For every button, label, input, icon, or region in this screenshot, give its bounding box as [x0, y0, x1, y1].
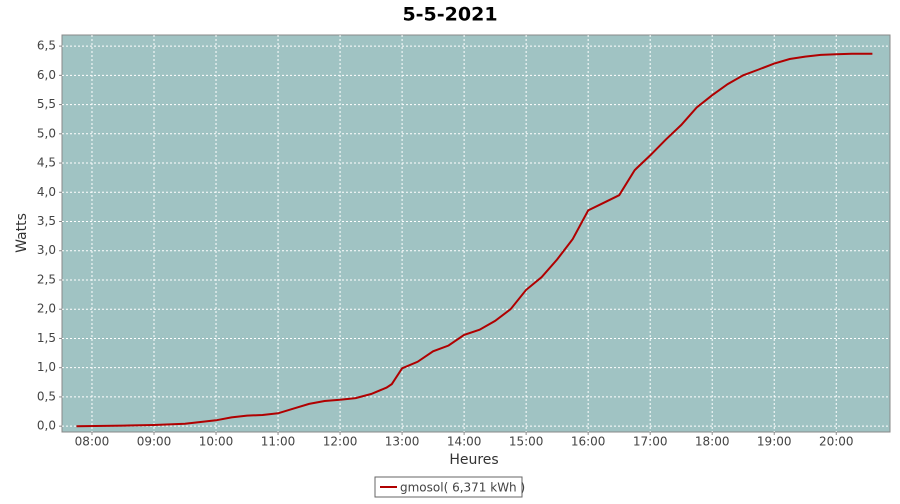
y-tick-label: 4,5	[37, 156, 56, 170]
y-axis-title: Watts	[14, 213, 30, 253]
plot-area	[61, 34, 891, 433]
series-line	[76, 52, 873, 428]
y-tick-label: 0,5	[37, 389, 56, 403]
legend-label: gmosol( 6,371 kWh )	[400, 481, 525, 495]
x-tick-label: 11:00	[261, 435, 296, 449]
x-tick-label: 13:00	[385, 435, 420, 449]
x-tick-label: 10:00	[199, 435, 234, 449]
y-tick-label: 1,0	[37, 360, 56, 374]
legend-box	[374, 476, 523, 498]
y-tick-label: 3,0	[37, 243, 56, 257]
y-tick-label: 6,5	[37, 39, 56, 53]
x-tick-label: 15:00	[509, 435, 544, 449]
y-tick-label: 5,0	[37, 126, 56, 140]
chart-title: 5-5-2021	[402, 4, 497, 26]
y-tick-label: 6,0	[37, 68, 56, 82]
x-axis-title: Heures	[449, 452, 498, 468]
y-tick-label: 2,5	[37, 272, 56, 286]
x-tick-label: 20:00	[819, 435, 854, 449]
y-tick-label: 1,5	[37, 331, 56, 345]
x-tick-label: 14:00	[447, 435, 482, 449]
x-tick-label: 09:00	[137, 435, 172, 449]
y-tick-label: 5,5	[37, 97, 56, 111]
y-tick-label: 2,0	[37, 302, 56, 316]
y-tick-label: 3,5	[37, 214, 56, 228]
x-tick-label: 17:00	[633, 435, 668, 449]
x-tick-label: 12:00	[323, 435, 358, 449]
x-tick-label: 16:00	[571, 435, 606, 449]
x-tick-label: 18:00	[695, 435, 730, 449]
x-tick-label: 19:00	[757, 435, 792, 449]
y-tick-label: 0,0	[37, 419, 56, 433]
x-tick-label: 08:00	[75, 435, 110, 449]
y-tick-label: 4,0	[37, 185, 56, 199]
